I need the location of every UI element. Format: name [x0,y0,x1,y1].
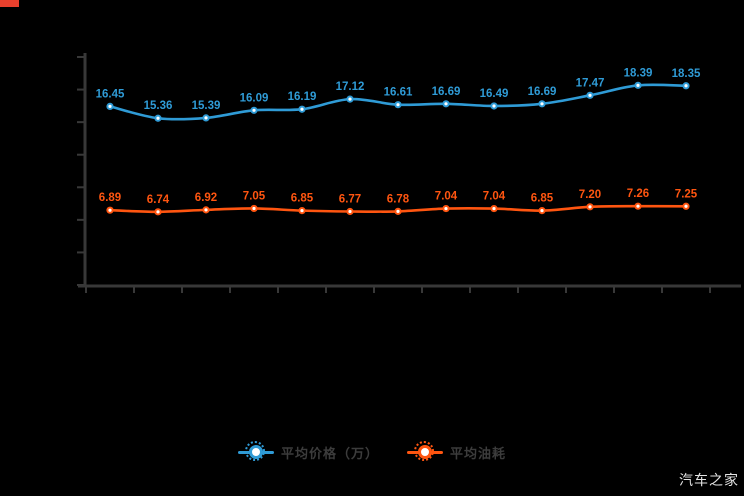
data-point-center [348,209,352,214]
data-point-label: 6.77 [339,193,361,205]
corner-red-mark [0,0,19,7]
data-point-label: 15.36 [144,100,173,112]
data-point-label: 7.20 [579,189,601,201]
data-point-center [204,116,208,120]
data-point-label: 6.89 [99,192,121,204]
line-series-marker-icon [407,441,443,463]
data-point-label: 17.12 [336,81,365,93]
data-point-center [156,116,160,120]
data-point-label: 18.35 [672,68,701,80]
data-point-center [684,84,688,88]
data-point-label: 16.69 [432,86,461,98]
data-point-center [636,204,640,208]
data-point-center [684,204,688,208]
line-series-marker-icon [237,441,274,463]
data-point-center [444,206,448,211]
data-point-center [588,205,592,209]
legend-item-label: 平均油耗 [450,445,507,461]
data-point-label: 16.69 [528,86,557,98]
data-point-center [588,93,592,97]
data-point-label: 15.39 [192,100,221,112]
data-point-center [444,102,448,106]
data-point-label: 7.04 [435,191,458,203]
data-point-center [108,208,112,212]
data-point-label: 6.78 [387,193,410,205]
legend-item-avg-price[interactable]: 平均价格（万） [237,441,379,463]
data-point-center [348,97,352,101]
data-point-center [300,209,304,213]
data-point-label: 6.92 [195,192,217,204]
data-point-label: 7.04 [483,191,506,203]
data-point-center [540,102,544,106]
data-point-label: 7.26 [627,188,649,200]
data-point-center [492,206,496,211]
data-point-label: 6.74 [147,194,170,206]
legend-item-label: 平均价格（万） [280,445,379,461]
data-point-label: 6.85 [531,193,554,205]
data-point-center [156,210,160,214]
data-point-center [252,206,256,211]
data-point-center [540,209,544,213]
data-point-label: 16.19 [288,91,317,103]
data-point-label: 7.05 [243,190,266,202]
data-point-center [396,103,400,107]
data-point-label: 6.85 [291,193,314,205]
data-point-center [396,209,400,213]
legend: 平均价格（万） 平均油耗 [0,438,744,466]
data-point-label: 7.25 [675,188,698,200]
data-point-label: 16.09 [240,92,269,104]
data-point-label: 16.61 [384,87,413,99]
legend-item-avg-fuel[interactable]: 平均油耗 [407,441,506,463]
data-point-label: 16.45 [96,88,125,100]
data-point-label: 18.39 [624,67,653,79]
data-point-center [492,104,496,108]
data-point-center [204,208,208,212]
data-point-center [636,83,640,87]
watermark-autohome: 汽车之家 [679,472,739,488]
data-point-center [108,104,112,108]
data-point-label: 17.47 [576,77,605,89]
data-point-center [252,108,256,112]
data-point-label: 16.49 [480,88,509,100]
data-point-center [300,107,304,111]
